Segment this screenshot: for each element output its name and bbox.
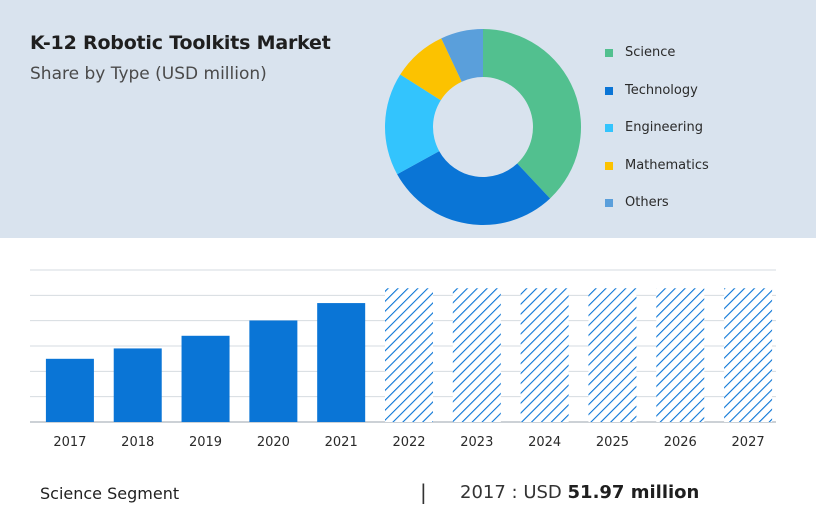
bar-2020	[249, 320, 298, 422]
legend-swatch	[605, 86, 613, 95]
x-tick-label-2025: 2025	[596, 435, 629, 450]
forecast-bar-2027	[724, 288, 773, 422]
footer: Science Segment | 2017 : USD 51.97 milli…	[0, 468, 816, 518]
forecast-bar-2026	[656, 288, 705, 422]
forecast-bar-2025	[588, 288, 637, 422]
forecast-bar-2023	[452, 288, 501, 422]
legend-label: Science	[625, 45, 676, 60]
donut-chart	[385, 29, 581, 225]
legend-swatch	[605, 49, 613, 57]
x-tick-label-2017: 2017	[53, 435, 86, 450]
footer-value: 2017 : USD 51.97 million	[460, 482, 699, 503]
legend-label: Others	[625, 195, 669, 210]
footer-amount: 51.97 million	[567, 482, 700, 503]
legend-swatch	[605, 124, 613, 132]
footer-divider: |	[420, 480, 427, 504]
bar-2019	[181, 335, 230, 422]
forecast-bar-2022	[385, 288, 433, 422]
x-tick-label-2021: 2021	[325, 435, 358, 450]
x-tick-label-2024: 2024	[528, 435, 561, 450]
donut-slice-science	[483, 29, 581, 199]
bar-2018	[113, 348, 162, 422]
x-tick-label-2020: 2020	[257, 435, 290, 450]
x-tick-label-2023: 2023	[460, 435, 493, 450]
legend-swatch	[605, 161, 613, 170]
x-tick-label-2022: 2022	[392, 435, 425, 450]
footer-year-label: 2017 : USD	[460, 482, 562, 503]
donut-slice-others	[441, 29, 483, 82]
bar-2021	[317, 303, 366, 422]
chart-subtitle: Share by Type (USD million)	[30, 64, 267, 84]
legend-label: Engineering	[625, 120, 703, 135]
chart-title: K-12 Robotic Toolkits Market	[30, 32, 331, 54]
x-tick-label-2019: 2019	[189, 435, 222, 450]
x-tick-label-2027: 2027	[732, 435, 765, 450]
top-panel: K-12 Robotic Toolkits Market Share by Ty…	[0, 0, 816, 238]
donut-slice-engineering	[385, 74, 441, 175]
bar-chart: 2017 2018 2019 2020 2021 2022 2023 2024 2025 2026…	[30, 269, 776, 450]
forecast-bar-2024	[520, 288, 569, 422]
legend-swatch	[605, 199, 613, 207]
legend-label: Mathematics	[625, 157, 709, 173]
bar-2017	[45, 358, 94, 422]
legend-label: Technology	[625, 82, 698, 98]
donut-slice-technology	[397, 151, 551, 225]
donut-slice-mathematics	[400, 38, 462, 101]
footer-segment-label: Science Segment	[40, 484, 180, 503]
x-tick-label-2018: 2018	[121, 435, 154, 450]
x-tick-label-2026: 2026	[664, 435, 697, 450]
